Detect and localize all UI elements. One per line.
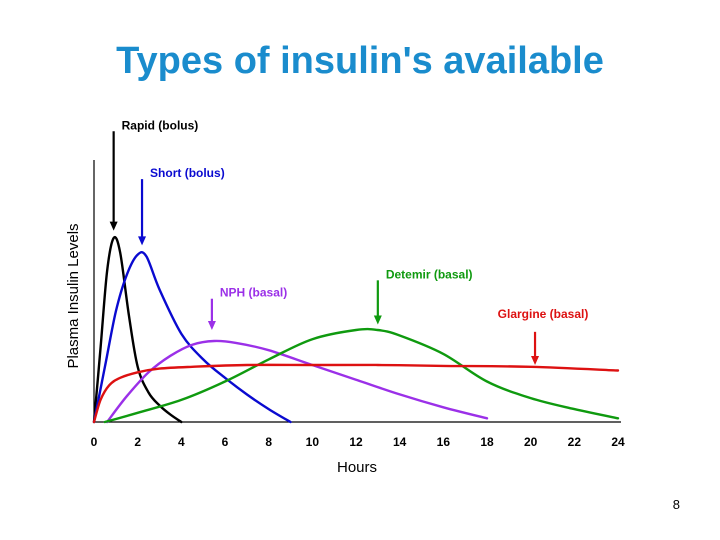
- x-tick-label: 18: [480, 435, 494, 449]
- series-line-detemir-basal: [103, 327, 620, 424]
- x-tick-label: 2: [134, 435, 141, 449]
- series-line-rapid-bolus: [92, 235, 183, 424]
- annotation-label-detemir-basal: Detemir (basal): [386, 267, 473, 281]
- annotation-layer: Rapid (bolus) Short (bolus) NPH (basal) Det…: [109, 118, 589, 365]
- x-tick-label: 6: [222, 435, 229, 449]
- annotation-label-short-bolus: Short (bolus): [150, 166, 225, 180]
- page-number: 8: [672, 497, 680, 512]
- x-tick-label: 22: [568, 435, 582, 449]
- x-tick-label: 8: [265, 435, 272, 449]
- series-line-glargine-basal: [92, 363, 620, 424]
- annotation-arrowhead-glargine-basal: [531, 355, 540, 365]
- annotation-arrowhead-rapid-bolus: [109, 221, 118, 231]
- x-tick-label: 12: [349, 435, 363, 449]
- series-line-short-bolus: [92, 250, 292, 424]
- y-axis-label: Plasma Insulin Levels: [65, 223, 82, 368]
- x-tick-label: 20: [524, 435, 538, 449]
- annotation-arrowhead-detemir-basal: [373, 315, 382, 325]
- annotation-label-nph-basal: NPH (basal): [220, 286, 287, 300]
- slide-title: Types of insulin's available: [116, 40, 604, 82]
- chart-axes: [93, 160, 621, 423]
- x-tick-label: 0: [91, 435, 98, 449]
- x-tick-label: 16: [437, 435, 451, 449]
- annotation-arrowhead-nph-basal: [207, 321, 216, 330]
- annotation-label-glargine-basal: Glargine (basal): [498, 307, 589, 321]
- series-line-nph-basal: [105, 339, 489, 424]
- annotation-arrowhead-short-bolus: [138, 236, 147, 246]
- tick-layer: 0 2 4 6 8 10 12 14 16 18 20 22 24: [91, 435, 625, 449]
- x-tick-label: 4: [178, 435, 185, 449]
- annotation-label-rapid-bolus: Rapid (bolus): [122, 118, 199, 132]
- series-layer: [92, 235, 620, 424]
- x-tick-label: 14: [393, 435, 407, 449]
- x-tick-label: 10: [306, 435, 320, 449]
- x-axis-label: Hours: [337, 459, 377, 476]
- x-tick-label: 24: [611, 435, 625, 449]
